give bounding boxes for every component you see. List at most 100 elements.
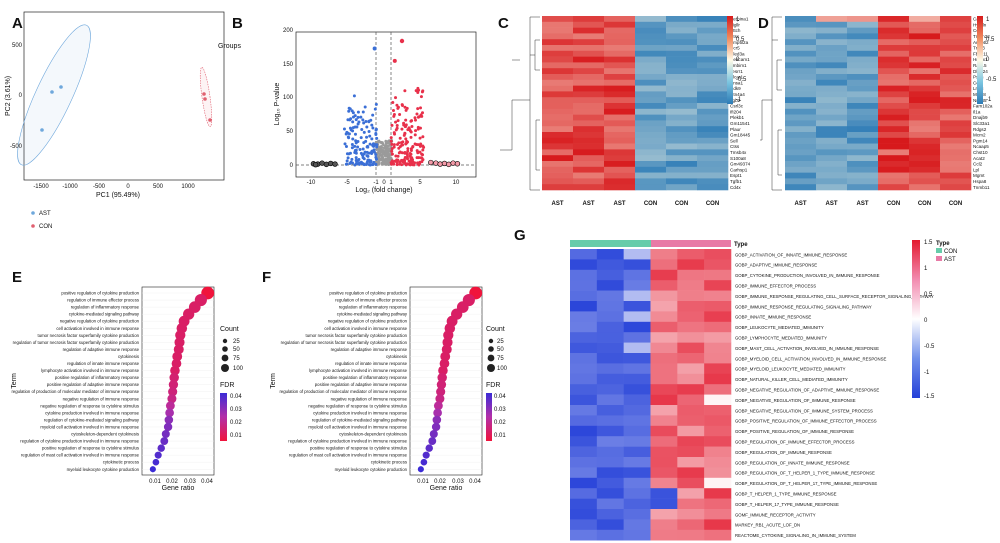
heatmap-cell	[816, 27, 848, 34]
gsea-term-label: GOBP_INNATE_IMMUNE_RESPONSE	[735, 315, 811, 320]
heatmap-cell	[816, 68, 848, 75]
gsea-heatmap-cell	[677, 280, 705, 291]
dotplot-f-count-key-1	[488, 338, 494, 344]
heatmap-cell	[666, 85, 698, 92]
volcano-point-down	[345, 130, 349, 134]
volcano-ytick-4: 150	[283, 62, 294, 68]
heatmap-cell	[542, 79, 574, 86]
heatmap-cell	[847, 50, 879, 57]
dotplot-f-xtick-3: 0.03	[452, 479, 464, 485]
heatmap-cell	[697, 62, 729, 69]
go-term-label: tumor necrosis factor superfamily cytoki…	[306, 333, 408, 338]
heatmap-cell	[666, 143, 698, 150]
go-term-label: regulation of immune effector process	[67, 298, 139, 303]
heatmap-d-scale-1: 1	[986, 17, 990, 23]
volcano-point-up	[390, 152, 394, 156]
heatmap-cell	[909, 33, 941, 40]
gene-label: Dnajb9	[973, 115, 988, 120]
gsea-term-label: GOBP_IMMUNE_RESPONSE_REGULATING_SIGNALIN…	[735, 304, 872, 309]
gsea-heatmap-cell	[704, 321, 732, 333]
heatmap-cell	[697, 91, 729, 98]
volcano-point-down	[355, 161, 359, 165]
gsea-heatmap-cells	[570, 249, 732, 541]
heatmap-cell	[604, 50, 636, 57]
heatmap-cell	[666, 126, 698, 133]
gsea-heatmap-cell	[570, 280, 598, 291]
gsea-heatmap-cell	[596, 457, 624, 468]
heatmap-cell	[909, 126, 941, 133]
go-term-dot	[436, 387, 446, 397]
volcano-point-up	[418, 126, 422, 130]
heatmap-cell	[697, 50, 729, 57]
heatmap-cell	[878, 108, 910, 115]
panel-letter-c: C	[498, 15, 509, 32]
volcano-point-up	[418, 144, 422, 148]
volcano-point-up	[395, 160, 399, 164]
heatmap-cell	[666, 45, 698, 52]
heatmap-cell	[542, 137, 574, 144]
volcano-point-down	[354, 141, 358, 145]
heatmap-d-dendrogram	[760, 16, 782, 191]
volcano-point-down	[353, 132, 357, 136]
heatmap-cell	[940, 62, 972, 69]
gsea-heatmap-cell	[570, 457, 598, 468]
heatmap-cell	[940, 21, 972, 28]
gsea-heatmap-cell	[596, 259, 624, 271]
heatmap-cell	[847, 143, 879, 150]
gsea-scale-2: 1	[924, 266, 928, 272]
heatmap-cell	[635, 27, 667, 34]
gsea-term-label: GOBP_LYMPHOCYTE_MEDIATED_IMMUNITY	[735, 335, 827, 340]
heatmap-cell	[604, 62, 636, 69]
heatmap-cell	[816, 137, 848, 144]
gsea-heatmap-cell	[677, 321, 705, 333]
gene-label: Ccr5	[730, 46, 740, 51]
gene-label: Plaur	[730, 127, 741, 132]
heatmap-cell	[940, 79, 972, 86]
volcano-ytick-2: 50	[286, 129, 293, 135]
gsea-heatmap-cell	[570, 353, 598, 364]
gsea-term-label: GOBP_T_HELPER_1_TYPE_IMMUNE_RESPONSE	[735, 491, 837, 496]
gsea-term-label: GOBP_MAST_CELL_ACTIVATION_INVOLVED_IN_IM…	[735, 346, 879, 351]
volcano-point-up	[413, 133, 417, 137]
gsea-heatmap-cell	[704, 394, 732, 406]
gsea-heatmap-cell	[596, 425, 624, 437]
go-term-label: cytokinetic process	[371, 460, 407, 465]
volcano-point-down	[344, 145, 348, 149]
volcano-point-up	[408, 161, 412, 165]
heatmap-cell	[785, 39, 817, 46]
go-term-label: negative regulation of response to cytok…	[308, 403, 407, 408]
gsea-heatmap-cell	[623, 405, 651, 416]
gsea-heatmap-cell	[596, 332, 624, 343]
heatmap-cell	[847, 97, 879, 104]
volcano-point-ns	[381, 163, 384, 166]
heatmap-cell	[697, 56, 729, 63]
gsea-legend-con-swatch	[936, 248, 942, 253]
heatmap-cell	[909, 132, 941, 139]
go-term-label: cytokine production involved in immune r…	[313, 410, 407, 415]
pca-xtick-1: -1500	[33, 184, 49, 190]
gene-label: Ctss	[730, 144, 740, 149]
heatmap-cell	[909, 149, 941, 156]
gsea-heatmap-cell	[623, 321, 651, 333]
gsea-heatmap-cell	[677, 509, 705, 520]
volcano-point-up	[394, 128, 398, 132]
volcano-point-down	[360, 127, 364, 131]
heatmap-cell	[940, 114, 972, 121]
heatmap-cell	[816, 178, 848, 185]
dotplot-f-count-label-2: 50	[497, 347, 504, 353]
heatmap-cell	[666, 91, 698, 98]
heatmap-cell	[940, 50, 972, 57]
heatmap-cell	[604, 79, 636, 86]
go-term-dot	[436, 379, 447, 390]
gsea-heatmap-cell	[570, 405, 598, 416]
panel-letter-g: G	[514, 227, 526, 244]
go-term-dot	[420, 458, 428, 466]
go-term-dot	[417, 466, 424, 473]
volcano-point-ns	[385, 145, 389, 149]
heatmap-cell	[542, 62, 574, 69]
heatmap-cell	[635, 114, 667, 121]
heatmap-cell	[573, 137, 605, 144]
gene-label: Gm11541	[730, 121, 750, 126]
pca-legend-ast-marker	[31, 211, 35, 215]
heatmap-cell	[816, 184, 848, 191]
